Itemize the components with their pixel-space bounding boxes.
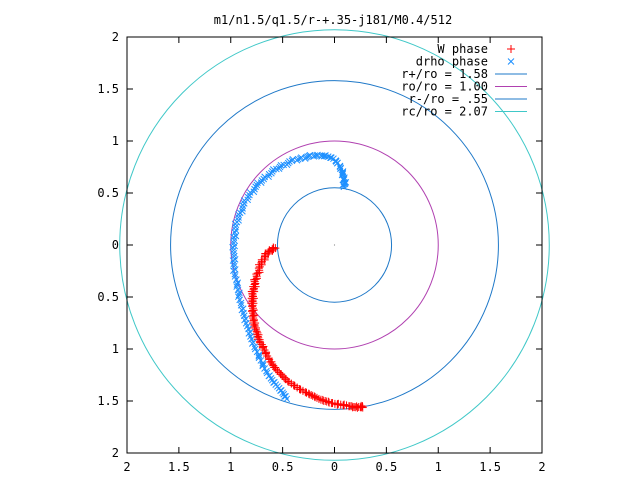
data-point [307,391,316,400]
data-point [340,176,348,183]
data-point [270,363,279,372]
data-point [261,349,270,358]
data-point [237,299,245,307]
data-point [279,373,288,382]
data-point [232,223,239,231]
y-tick-label: 0.5 [97,186,119,200]
legend-label: ro/ro = 1.00 [401,80,488,94]
data-point [263,367,270,375]
circle-3 [119,29,550,461]
data-point [275,165,283,172]
data-point [259,359,267,367]
data-point [311,393,320,402]
series-0 [247,243,367,412]
legend-label: rc/ro = 2.07 [401,105,488,119]
y-tick-label: 2 [112,30,119,44]
data-point [339,169,347,177]
data-point [230,260,238,268]
data-point [254,179,261,187]
data-point [234,279,242,287]
x-tick-label: 1.5 [479,460,501,474]
y-tick-label: 2 [112,446,119,460]
data-point [235,211,242,218]
data-point [240,197,248,204]
data-point [320,152,328,160]
data-point [235,214,242,221]
data-point [255,351,263,359]
y-tick-label: 1 [112,342,119,356]
legend-marker [507,45,515,53]
data-point [263,352,272,360]
data-point [249,285,258,294]
data-point [241,316,248,324]
y-tick-label: 1.5 [97,394,119,408]
data-point [231,270,239,278]
legend-label: r-/ro = .55 [409,92,488,106]
data-point [327,154,334,162]
data-point [250,280,259,289]
data-point [248,312,257,321]
circle-0 [170,80,499,410]
x-tick-label: 0.5 [376,460,398,474]
data-point [255,352,263,360]
data-point [251,343,258,351]
data-point [245,330,253,337]
data-point [230,267,237,275]
data-point [253,348,261,356]
plot-area [119,29,550,461]
data-point [251,345,259,353]
data-point [256,338,265,347]
data-point [305,390,314,399]
x-tick-label: 2 [123,460,130,474]
data-point [238,306,246,314]
data-point [261,173,269,181]
x-tick-label: 1.5 [168,460,190,474]
data-point [296,155,304,163]
legend-label: W phase [437,42,488,56]
series-1 [229,151,350,403]
y-tick-label: 1 [112,134,119,148]
x-tick-label: 1 [227,460,234,474]
data-point [239,202,247,209]
axis-ticks: 2 1.5 1 0.5 0 0.5 1 1.5 221.510.500.511.52 [97,30,545,474]
data-point [259,361,267,368]
data-point [239,205,246,212]
x-tick-label: 2 [538,460,545,474]
y-tick-label: 0.5 [97,290,119,304]
data-point [288,157,296,165]
data-point [275,368,284,377]
data-point [358,402,367,411]
data-point [233,281,241,288]
data-point [321,397,330,405]
legend-label: drho phase [416,55,488,69]
x-tick-label: 0 [331,460,338,474]
data-point [232,226,240,234]
data-point [283,395,291,403]
data-point [265,170,273,178]
data-point [248,340,256,347]
data-point [230,236,238,244]
legend-label: r+/ro = 1.58 [401,67,488,81]
x-tick-label: 1 [435,460,442,474]
data-point [236,289,243,297]
data-point [339,170,346,178]
circle-2 [276,187,393,303]
x-tick-label: 0.5 [272,460,294,474]
data-point [258,343,267,352]
data-point [314,394,323,403]
data-point [280,161,288,169]
center-point [333,244,336,246]
y-tick-label: 1.5 [97,82,119,96]
y-tick-label: 0 [112,238,119,252]
data-point [247,287,256,296]
data-point [312,393,321,402]
legend-marker [507,58,515,65]
chart-title: m1/n1.5/q1.5/r-+.35-j181/M0.4/512 [214,13,452,27]
